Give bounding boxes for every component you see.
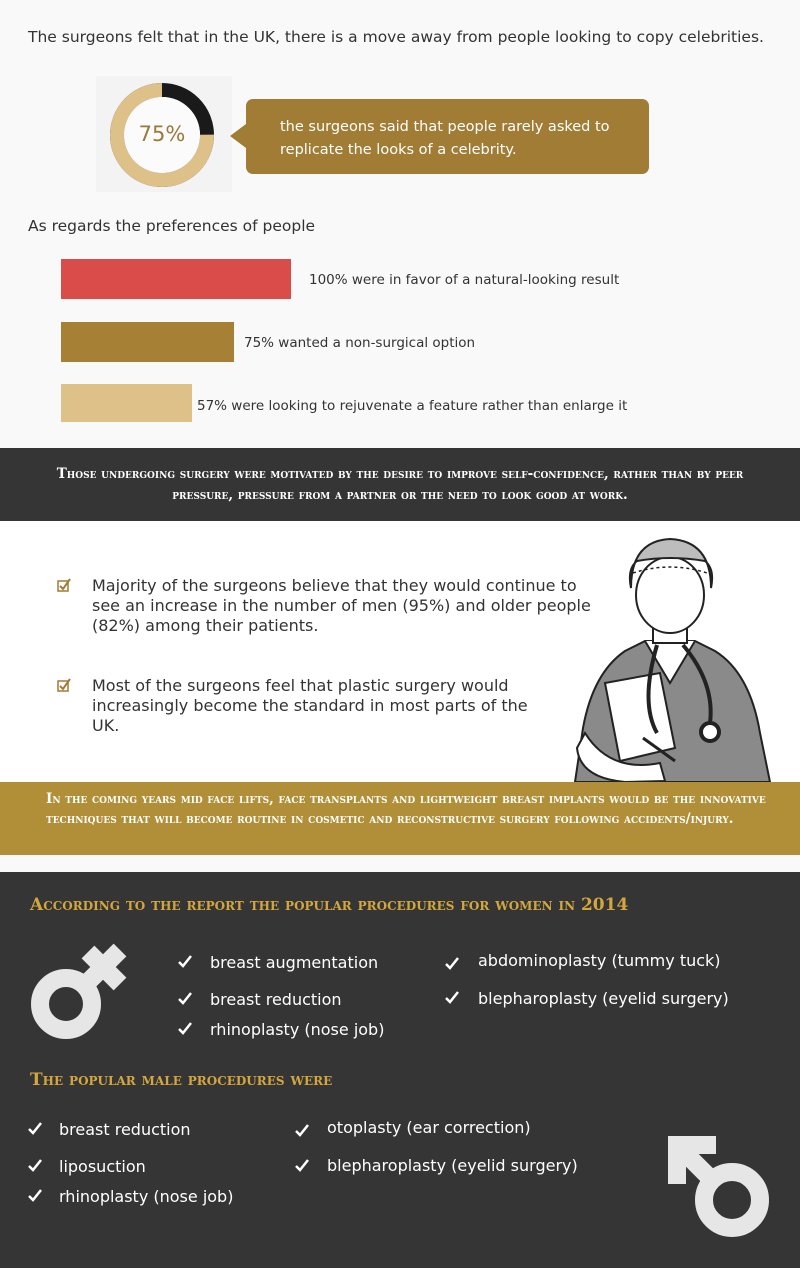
checkbox-icon	[57, 678, 71, 692]
innovation-text: In the coming years mid face lifts, face…	[46, 791, 766, 827]
procedures-section	[0, 872, 800, 1268]
motivation-band	[0, 448, 800, 521]
men-procedure-item: rhinoplasty (nose job)	[59, 1187, 234, 1206]
women-procedure-item: abdominoplasty (tummy tuck)	[478, 951, 721, 970]
check-icon	[178, 1022, 192, 1035]
stat-callout-text: the surgeons said that people rarely ask…	[280, 119, 610, 158]
check-icon	[445, 991, 459, 1004]
check-icon	[295, 1124, 309, 1137]
donut-fill-arc	[110, 83, 214, 187]
check-icon	[28, 1122, 42, 1135]
preference-bar	[61, 384, 193, 422]
callout-arrow	[230, 124, 246, 148]
women-procedure-item: breast reduction	[210, 990, 342, 1009]
preference-bar-label: 75% wanted a non-surgical option	[244, 335, 476, 351]
intro-text: The surgeons felt that in the UK, there …	[28, 28, 764, 46]
men-procedure-item: breast reduction	[59, 1120, 191, 1139]
male-symbol-icon	[668, 1136, 769, 1237]
women-procedure-item: blepharoplasty (eyelid surgery)	[478, 989, 729, 1008]
percent-donut-chart	[110, 83, 214, 187]
stat-callout	[246, 99, 649, 174]
men-procedures-heading: The popular male procedures were	[30, 1070, 333, 1090]
check-icon	[445, 957, 459, 970]
preference-bar-label: 57% were looking to rejuvenate a feature…	[197, 398, 628, 414]
check-icon	[178, 992, 192, 1005]
check-icon	[178, 955, 192, 968]
checkbox-icon	[57, 578, 71, 592]
check-icon	[28, 1189, 42, 1202]
women-procedure-item: breast augmentation	[210, 953, 379, 972]
nurse-illustration	[573, 537, 772, 782]
check-icon	[28, 1159, 42, 1172]
preference-bar	[61, 322, 234, 362]
preference-bar-label: 100% were in favor of a natural-looking …	[309, 272, 620, 288]
preferences-title: As regards the preferences of people	[28, 217, 316, 235]
women-procedure-item: rhinoplasty (nose job)	[210, 1020, 385, 1039]
belief-item: Most of the surgeons feel that plastic s…	[92, 676, 528, 735]
men-procedure-item: blepharoplasty (eyelid surgery)	[327, 1156, 578, 1175]
belief-item: Majority of the surgeons believe that th…	[92, 576, 591, 635]
preference-bar	[61, 259, 291, 299]
innovation-band	[0, 782, 800, 855]
percent-label: 75%	[138, 122, 186, 146]
men-procedure-item: liposuction	[59, 1157, 146, 1176]
motivation-text: Those undergoing surgery were motivated …	[56, 466, 744, 503]
female-symbol-icon	[31, 943, 127, 1039]
women-procedures-heading: According to the report the popular proc…	[30, 895, 629, 915]
men-procedure-item: otoplasty (ear correction)	[327, 1118, 531, 1137]
check-icon	[295, 1159, 309, 1172]
